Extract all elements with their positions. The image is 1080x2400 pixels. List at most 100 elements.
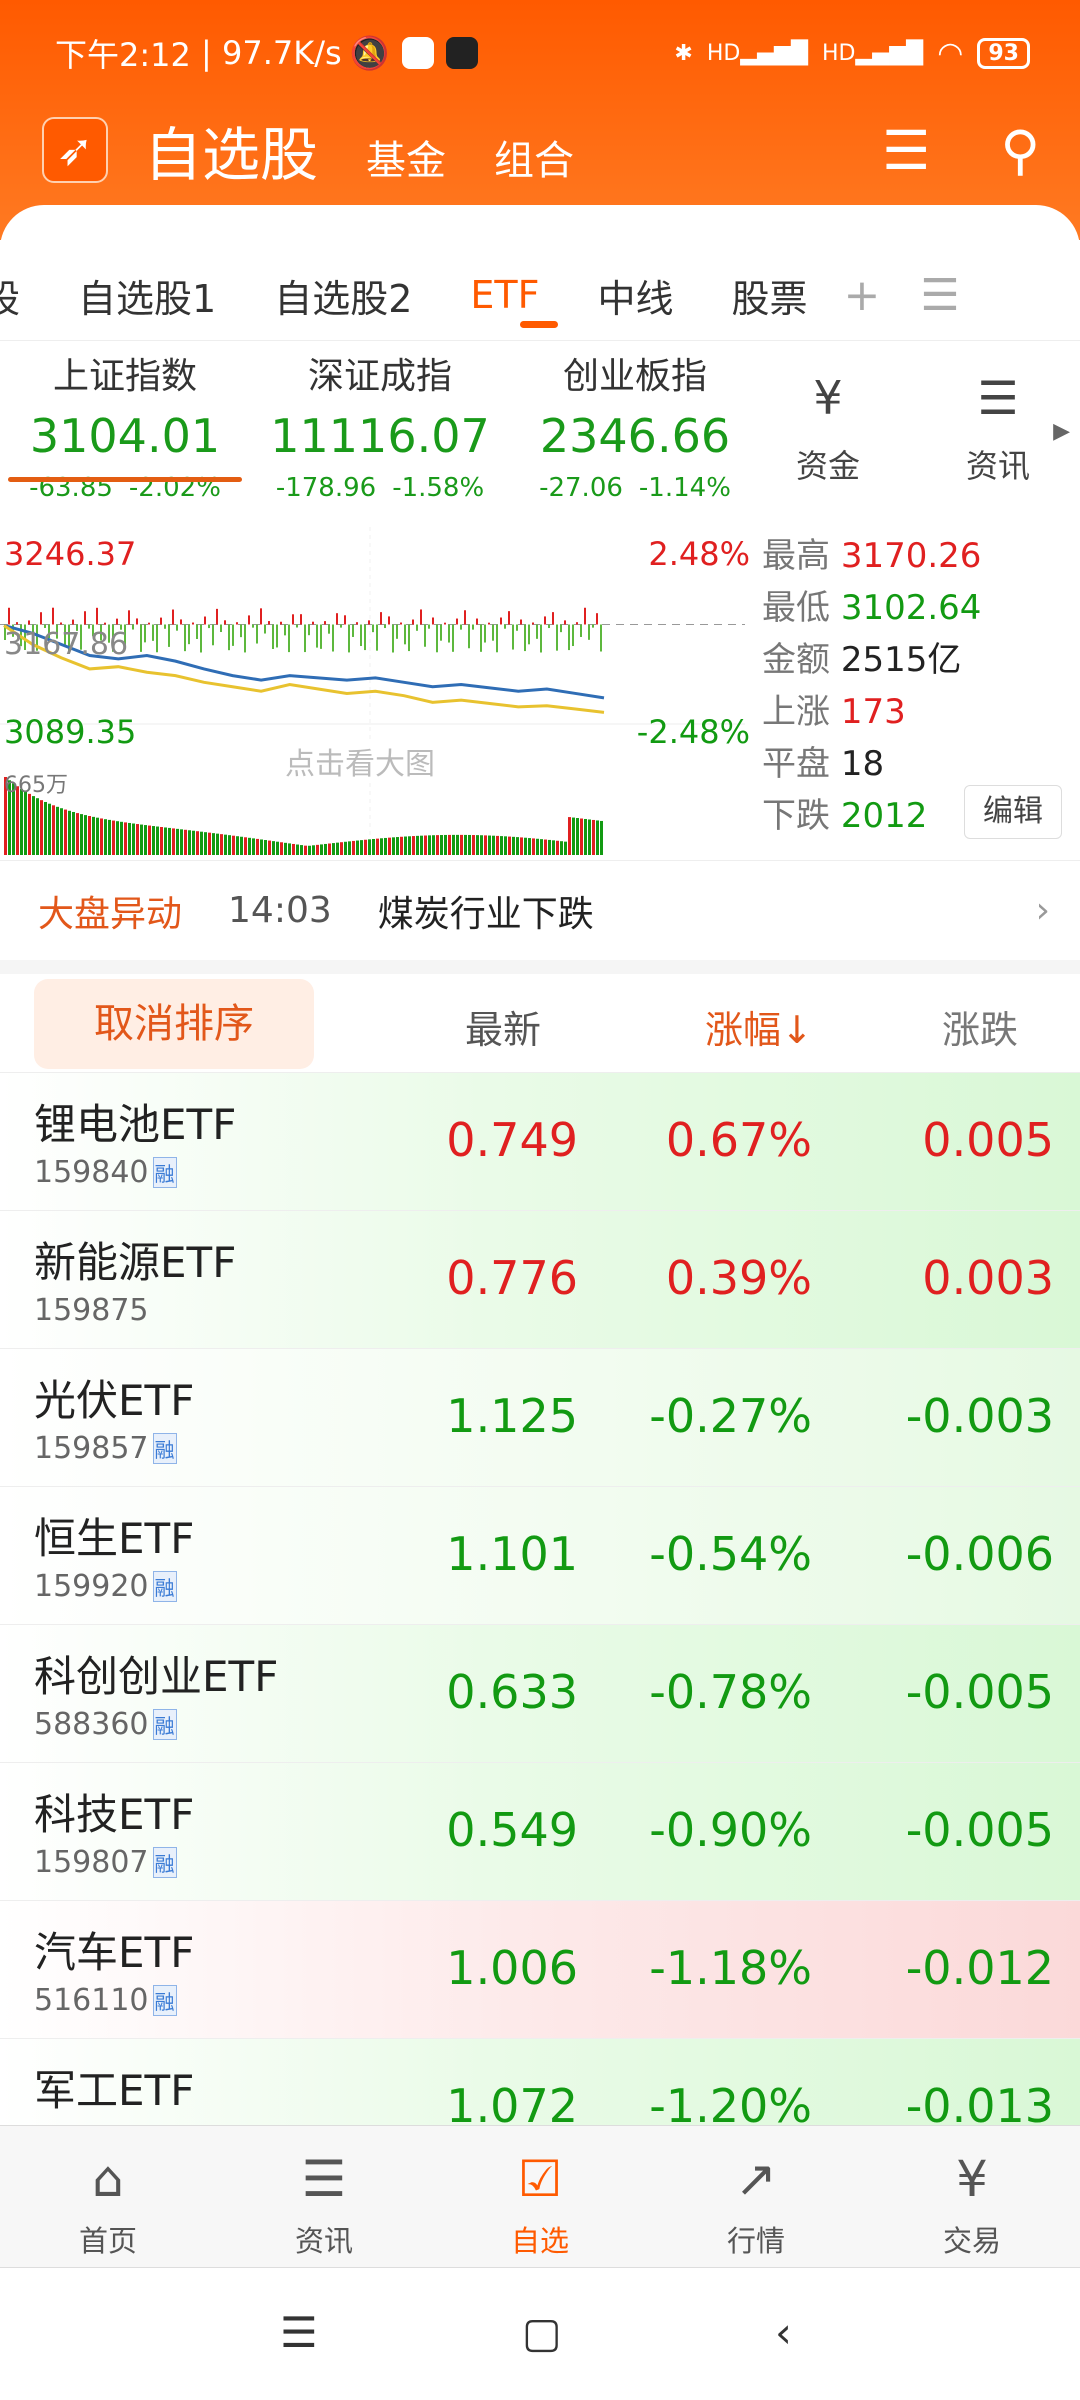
- breadth-bar: [72, 619, 74, 625]
- volume-bar: [188, 830, 191, 855]
- tab-group-1[interactable]: 自选股1: [78, 276, 217, 321]
- index-name: 深证成指: [307, 356, 452, 397]
- news-button[interactable]: ☰ 资讯: [965, 365, 1031, 487]
- home-button-icon[interactable]: ▢: [522, 2308, 562, 2357]
- settings-list-icon[interactable]: ☰: [882, 118, 931, 182]
- tab-midline[interactable]: 中线: [597, 276, 674, 321]
- tab-stocks[interactable]: 股票: [731, 276, 808, 321]
- breadth-bar: [152, 624, 154, 641]
- volume-bar: [424, 835, 427, 855]
- volume-bar: [476, 835, 479, 855]
- volume-bar: [580, 818, 583, 855]
- add-group-icon[interactable]: +: [843, 269, 881, 321]
- index-name: 创业板指: [562, 356, 707, 397]
- app-logo[interactable]: ➶: [42, 117, 108, 183]
- active-index-underline: [8, 477, 242, 482]
- volume-bar: [420, 835, 423, 855]
- nav-market[interactable]: ↗ 行情: [648, 2126, 864, 2267]
- status-sep: |: [190, 34, 222, 72]
- etf-row[interactable]: 科创创业ETF 588360 融 0.633 -0.78% -0.005: [0, 1625, 1080, 1763]
- volume-bar: [304, 845, 307, 855]
- volume-bar: [452, 834, 455, 855]
- breadth-bar: [100, 624, 102, 641]
- volume-bar: [192, 830, 195, 855]
- nav-watchlist[interactable]: ☑ 自选: [432, 2126, 648, 2267]
- volume-bar: [12, 783, 15, 855]
- tiktok-app-icon: [445, 37, 478, 69]
- nav-home[interactable]: ⌂ 首页: [0, 2126, 216, 2267]
- amount-label: 金额: [762, 640, 830, 680]
- etf-row[interactable]: 科技ETF 159807 融 0.549 -0.90% -0.005: [0, 1763, 1080, 1901]
- index-row: 上证指数 3104.01 -63.85 -2.02% 深证成指 11116.07 …: [0, 340, 1080, 525]
- breadth-bar: [572, 624, 574, 647]
- breadth-bar: [52, 607, 54, 625]
- edit-button[interactable]: 编辑: [964, 785, 1062, 839]
- breadth-bar: [564, 620, 566, 625]
- nav-news[interactable]: ☰ 资讯: [216, 2126, 432, 2267]
- breadth-bar: [324, 621, 326, 625]
- index-change: -27.06 -1.14%: [510, 473, 760, 503]
- index-chinext[interactable]: 创业板指 2346.66 -27.06 -1.14%: [510, 341, 760, 503]
- etf-row[interactable]: 光伏ETF 159857 融 1.125 -0.27% -0.003: [0, 1349, 1080, 1487]
- scroll-right-icon[interactable]: ▶: [1053, 419, 1070, 444]
- index-shenzhen[interactable]: 深证成指 11116.07 -178.96 -1.58%: [255, 341, 505, 503]
- breadth-bar: [332, 624, 334, 652]
- page-title[interactable]: 自选股: [144, 121, 319, 189]
- volume-bar: [456, 834, 459, 855]
- volume-bar: [600, 820, 603, 855]
- breadth-bar: [560, 624, 562, 633]
- back-icon[interactable]: ‹: [775, 2308, 792, 2357]
- volume-bar: [292, 843, 295, 855]
- volume-bar: [372, 838, 375, 855]
- intraday-chart[interactable]: 3246.37 2.48% 3167.86 3089.35 -2.48% 点击看…: [0, 527, 750, 857]
- sort-latest[interactable]: 最新: [465, 1008, 542, 1052]
- volume-bar: [4, 777, 7, 855]
- recents-icon[interactable]: ☰: [280, 2308, 318, 2357]
- breadth-bar: [336, 613, 338, 625]
- chart-hint[interactable]: 点击看大图: [285, 739, 435, 783]
- breadth-bar: [344, 615, 346, 625]
- breadth-bar: [592, 624, 594, 628]
- funds-button[interactable]: ¥ 资金: [795, 365, 861, 487]
- etf-row[interactable]: 军工ETF 1.072 -1.20% -0.013: [0, 2039, 1080, 2125]
- etf-row[interactable]: 新能源ETF 159875 0.776 0.39% 0.003: [0, 1211, 1080, 1349]
- flat-count: 18: [840, 744, 885, 784]
- breadth-bar: [388, 616, 390, 625]
- cancel-sort-button[interactable]: 取消排序: [34, 979, 314, 1069]
- volume-bar: [132, 823, 135, 855]
- volume-bar: [20, 788, 23, 855]
- tab-etf[interactable]: ETF: [470, 273, 540, 317]
- sort-header: 取消排序 最新 涨幅↓ 涨跌: [0, 975, 1080, 1073]
- tab-group-2[interactable]: 自选股2: [274, 276, 413, 321]
- volume-bar: [228, 835, 231, 855]
- tab-portfolio[interactable]: 组合: [494, 138, 575, 184]
- market-move-bar[interactable]: 大盘异动 14:03 煤炭行业下跌 ›: [0, 860, 1080, 960]
- etf-row[interactable]: 锂电池ETF 159840 融 0.749 0.67% 0.005: [0, 1073, 1080, 1211]
- volume-bar: [176, 828, 179, 855]
- volume-bar: [104, 819, 107, 855]
- volume-bar: [596, 820, 599, 855]
- search-icon[interactable]: ⚲: [1000, 118, 1040, 182]
- tab-group-partial[interactable]: 股: [0, 276, 21, 321]
- tab-fund[interactable]: 基金: [366, 138, 447, 184]
- volume-bar: [548, 839, 551, 855]
- bottom-nav: ⌂ 首页 ☰ 资讯 ☑ 自选 ↗ 行情 ¥ 交易: [0, 2125, 1080, 2267]
- volume-bar: [348, 841, 351, 855]
- menu-icon[interactable]: ☰: [920, 269, 960, 321]
- volume-bar: [128, 822, 131, 855]
- document-icon: ☰: [977, 371, 1019, 425]
- nav-trade[interactable]: ¥ 交易: [864, 2126, 1080, 2267]
- volume-bar: [544, 839, 547, 855]
- pct: -1.14%: [638, 473, 731, 503]
- breadth-bar: [424, 624, 426, 647]
- etf-row[interactable]: 恒生ETF 159920 融 1.101 -0.54% -0.006: [0, 1487, 1080, 1625]
- breadth-bar: [308, 624, 310, 636]
- breadth-bar: [404, 624, 406, 645]
- sort-pct[interactable]: 涨幅↓: [705, 1008, 813, 1052]
- volume-bar: [388, 837, 391, 855]
- breadth-bar: [256, 624, 258, 644]
- etf-row[interactable]: 汽车ETF 516110 融 1.006 -1.18% -0.012: [0, 1901, 1080, 2039]
- sort-change[interactable]: 涨跌: [942, 1008, 1019, 1052]
- volume-bar: [140, 824, 143, 855]
- low-label: 最低: [762, 588, 830, 628]
